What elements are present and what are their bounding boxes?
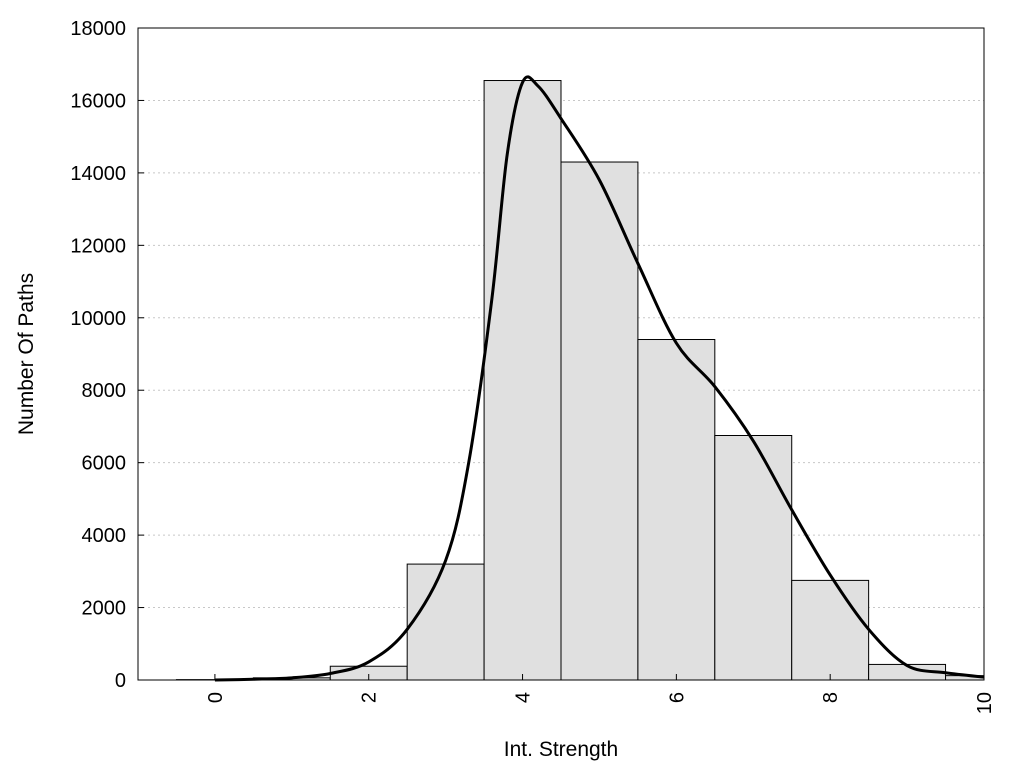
x-tick-label: 6 [666, 692, 688, 703]
y-tick-label: 6000 [82, 453, 127, 475]
histogram-bar [791, 579, 870, 681]
histogram-bar [483, 80, 562, 681]
histogram-bar [637, 339, 716, 681]
y-tick-label: 16000 [70, 90, 126, 112]
x-axis-title: Int. Strength [504, 738, 618, 761]
y-tick-label: 4000 [82, 525, 127, 547]
y-axis-title: Number Of Paths [15, 273, 38, 435]
y-tick-label: 14000 [70, 163, 126, 185]
bars-layer [175, 80, 985, 681]
x-tick-label: 0 [205, 692, 227, 703]
x-tick-label: 4 [513, 692, 535, 703]
density-curve [214, 75, 985, 682]
histogram-bar [406, 563, 485, 681]
y-tick-label: 10000 [70, 308, 126, 330]
x-tick-label: 2 [359, 692, 381, 703]
x-axis-ticks: 0 2 4 6 8 10 [205, 674, 996, 714]
grid-layer [138, 99, 984, 609]
plot-frame [137, 27, 985, 681]
y-tick-label: 8000 [82, 380, 127, 402]
y-tick-label: 12000 [70, 235, 126, 257]
x-tick-label: 10 [974, 692, 996, 714]
y-tick-label: 0 [115, 670, 126, 692]
y-tick-label: 2000 [82, 598, 127, 620]
x-tick-label: 8 [820, 692, 842, 703]
histogram-bar [714, 435, 793, 681]
y-axis-ticks: 0 2000 4000 6000 8000 10000 12000 14000 16000 180… [70, 18, 144, 692]
histogram-bar [560, 161, 639, 681]
y-tick-label: 18000 [70, 18, 126, 40]
curve-layer [214, 75, 985, 682]
